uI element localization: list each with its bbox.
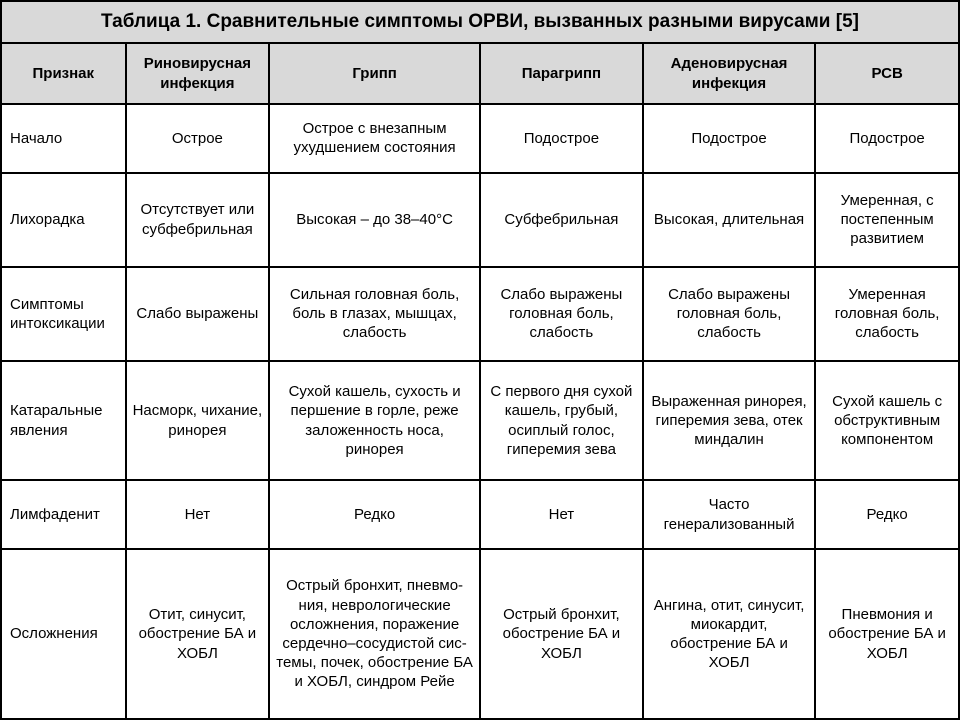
header-row: Признак Риновирусная инфекция Грипп Пара… xyxy=(1,43,959,103)
col-header-1: Риновирусная инфекция xyxy=(126,43,270,103)
cell: Часто генерализованный xyxy=(643,480,815,549)
cell: Слабо выражены головная боль, слабость xyxy=(480,267,643,361)
cell: Редко xyxy=(269,480,480,549)
cell: Острое xyxy=(126,104,270,173)
row-label: Лимфаденит xyxy=(1,480,126,549)
cell: Умеренная, с постепенным развитием xyxy=(815,173,959,267)
row-label: Симптомы интоксикации xyxy=(1,267,126,361)
cell: Пневмония и обострение БА и ХОБЛ xyxy=(815,549,959,719)
cell: Подострое xyxy=(815,104,959,173)
title-row: Таблица 1. Сравнительные симптомы ОРВИ, … xyxy=(1,1,959,43)
cell: Сильная головная боль, боль в глазах, мы… xyxy=(269,267,480,361)
cell: Слабо выражены головная боль, слабость xyxy=(643,267,815,361)
table-row: Лимфаденит Нет Редко Нет Часто генерализ… xyxy=(1,480,959,549)
cell: Ангина, отит, синусит, миокардит, обостр… xyxy=(643,549,815,719)
col-header-4: Аденовирусная инфекция xyxy=(643,43,815,103)
cell: Сухой кашель, сухость и першение в горле… xyxy=(269,361,480,480)
cell: Насморк, чихание, ринорея xyxy=(126,361,270,480)
cell: Нет xyxy=(126,480,270,549)
cell: Субфебрильная xyxy=(480,173,643,267)
table-row: Катаральные явления Насморк, чихание, ри… xyxy=(1,361,959,480)
row-label: Осложнения xyxy=(1,549,126,719)
cell: Высокая, длительная xyxy=(643,173,815,267)
comparison-table-container: Таблица 1. Сравнительные симптомы ОРВИ, … xyxy=(0,0,960,720)
col-header-0: Признак xyxy=(1,43,126,103)
table-body: Начало Острое Острое с внезапным ухудшен… xyxy=(1,104,959,719)
table-row: Начало Острое Острое с внезапным ухудшен… xyxy=(1,104,959,173)
table-row: Осложнения Отит, синусит, обострение БА … xyxy=(1,549,959,719)
cell: Подострое xyxy=(643,104,815,173)
table-row: Симптомы интоксикации Слабо выражены Сил… xyxy=(1,267,959,361)
cell: Острый бронхит, обострение БА и ХОБЛ xyxy=(480,549,643,719)
cell: Сухой кашель с обструктивным компонентом xyxy=(815,361,959,480)
cell: Острый бронхит, пневмо­ния, неврологичес… xyxy=(269,549,480,719)
cell: Выраженная ринорея, гиперемия зева, отек… xyxy=(643,361,815,480)
col-header-2: Грипп xyxy=(269,43,480,103)
cell: Подострое xyxy=(480,104,643,173)
cell: Слабо выражены xyxy=(126,267,270,361)
row-label: Лихорадка xyxy=(1,173,126,267)
cell: Острое с внезапным ухудшением состояния xyxy=(269,104,480,173)
cell: Отит, синусит, обострение БА и ХОБЛ xyxy=(126,549,270,719)
cell: С первого дня сухой кашель, грубый, осип… xyxy=(480,361,643,480)
cell: Нет xyxy=(480,480,643,549)
comparison-table: Таблица 1. Сравнительные симптомы ОРВИ, … xyxy=(0,0,960,720)
table-row: Лихорадка Отсутствует или субфебрильная … xyxy=(1,173,959,267)
table-title: Таблица 1. Сравнительные симптомы ОРВИ, … xyxy=(1,1,959,43)
cell: Умеренная головная боль, слабость xyxy=(815,267,959,361)
col-header-3: Парагрипп xyxy=(480,43,643,103)
row-label: Начало xyxy=(1,104,126,173)
cell: Редко xyxy=(815,480,959,549)
row-label: Катаральные явления xyxy=(1,361,126,480)
cell: Высокая – до 38–40°С xyxy=(269,173,480,267)
cell: Отсутствует или субфебрильная xyxy=(126,173,270,267)
col-header-5: РСВ xyxy=(815,43,959,103)
